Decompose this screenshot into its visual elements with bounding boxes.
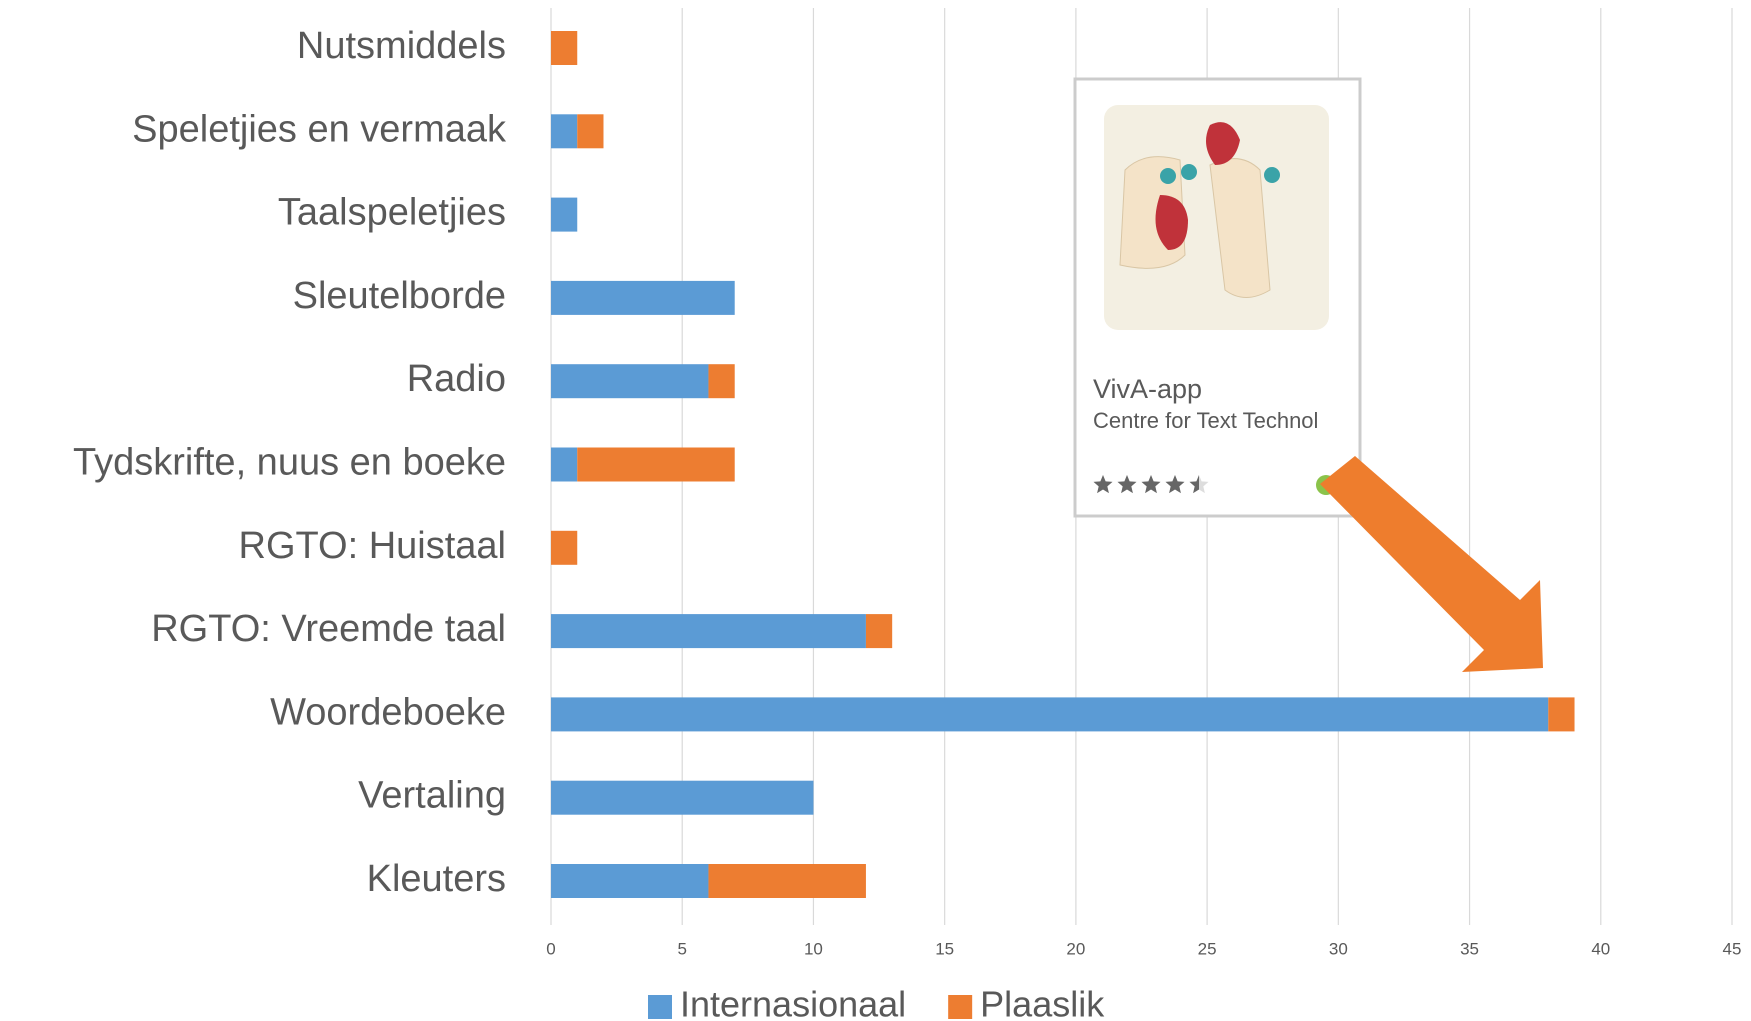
x-tick-label: 30 — [1329, 939, 1348, 958]
x-tick-label: 10 — [804, 939, 823, 958]
rating-star — [1117, 475, 1137, 494]
rating-star — [1165, 475, 1185, 494]
y-tick-label: Tydskrifte, nuus en boeke — [73, 442, 506, 484]
bar-segment — [551, 197, 578, 232]
bar-segment — [551, 864, 709, 898]
x-tick-label: 15 — [935, 939, 954, 958]
icon-eye — [1264, 167, 1280, 183]
bar-segment — [1548, 697, 1575, 732]
bar-segment — [551, 447, 578, 482]
bar-segment — [577, 114, 604, 149]
legend-label: Plaaslik — [980, 984, 1105, 1021]
rating-star — [1141, 475, 1161, 494]
y-tick-label: RGTO: Vreemde taal — [151, 608, 506, 650]
y-tick-label: Nutsmiddels — [297, 25, 506, 67]
legend-label: Internasionaal — [680, 984, 906, 1021]
x-tick-label: 20 — [1066, 939, 1085, 958]
bar-segment — [708, 364, 735, 399]
bar-segment — [551, 697, 1549, 732]
bar-segment — [577, 447, 735, 482]
pointer-arrow — [1320, 456, 1543, 672]
x-tick-label: 45 — [1723, 939, 1742, 958]
icon-eye — [1160, 168, 1176, 184]
y-tick-label: Taalspeletjies — [278, 192, 506, 234]
x-tick-label: 25 — [1198, 939, 1217, 958]
x-tick-label: 35 — [1460, 939, 1479, 958]
bar-segment — [551, 364, 709, 399]
y-tick-label: Woordeboeke — [270, 691, 506, 733]
legend-swatch — [948, 995, 973, 1019]
bar-segment — [865, 614, 893, 649]
y-tick-label: Kleuters — [367, 858, 506, 900]
x-tick-label: 0 — [546, 939, 555, 958]
icon-eye — [1181, 164, 1197, 180]
bar-segment — [551, 614, 866, 649]
bar-segment — [551, 780, 814, 815]
bar-segment — [551, 280, 735, 315]
rating-star — [1093, 475, 1113, 494]
bar-segment — [551, 530, 578, 565]
bar-segment — [551, 31, 578, 65]
y-tick-label: Sleutelborde — [293, 275, 506, 317]
bar-segment — [551, 114, 578, 149]
legend-swatch — [648, 995, 672, 1019]
icon-mouth — [1155, 195, 1188, 250]
y-tick-label: Speletjies en vermaak — [132, 108, 507, 150]
icon-mouth — [1206, 122, 1240, 165]
app-card: VivA-app Centre for Text Technol — [1073, 77, 1362, 518]
y-tick-label: Vertaling — [358, 775, 506, 817]
x-tick-label: 5 — [677, 939, 686, 958]
app-title: VivA-app — [1093, 374, 1202, 404]
x-tick-label: 40 — [1591, 939, 1610, 958]
app-subtitle: Centre for Text Technol — [1093, 408, 1318, 433]
y-tick-label: RGTO: Huistaal — [239, 525, 506, 567]
bar-segment — [708, 864, 866, 898]
y-tick-label: Radio — [407, 358, 506, 400]
rating-star — [1189, 475, 1199, 494]
